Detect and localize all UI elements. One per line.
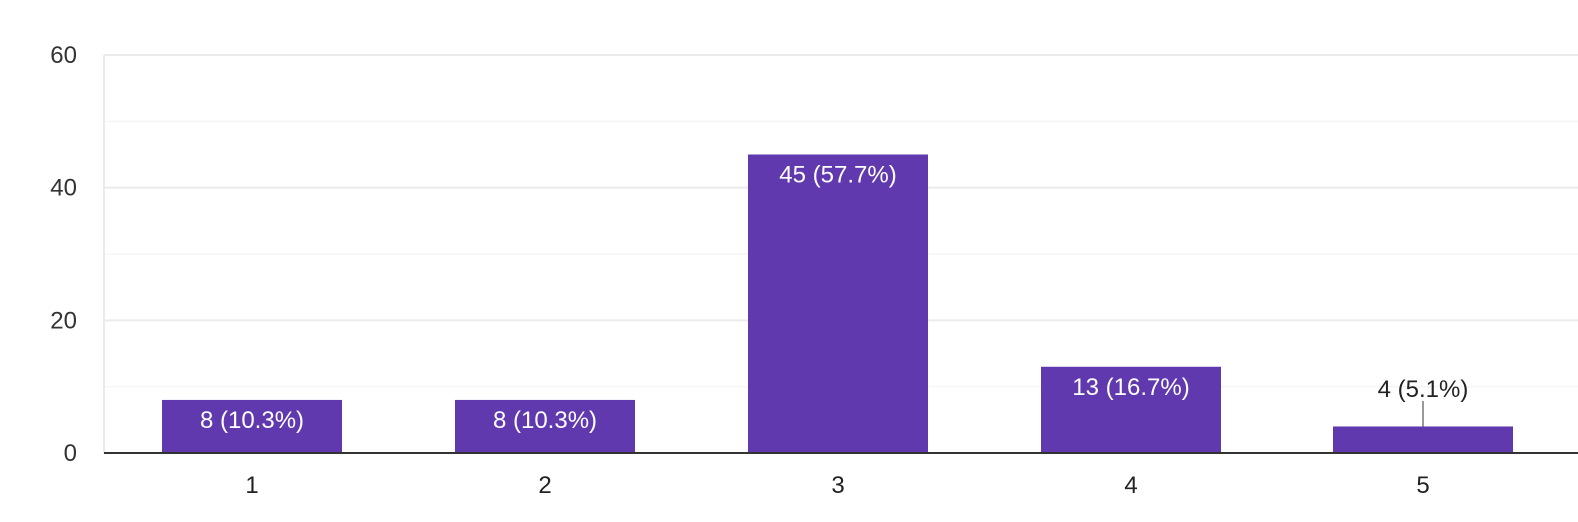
bar-3 [748, 154, 928, 453]
data-label: 4 (5.1%) [1378, 376, 1469, 403]
data-label: 45 (57.7%) [779, 162, 896, 189]
data-label: 8 (10.3%) [200, 407, 304, 434]
y-axis-ticks: 0 20 40 60 [50, 42, 77, 467]
x-tick-label: 5 [1416, 472, 1429, 499]
x-tick-label: 2 [538, 472, 551, 499]
bar-1 [162, 399, 342, 453]
x-tick-label: 3 [831, 472, 844, 499]
bar-4 [1041, 366, 1221, 453]
y-tick-label: 60 [50, 42, 77, 69]
y-tick-label: 0 [64, 440, 77, 467]
x-tick-label: 1 [245, 472, 258, 499]
bars [162, 154, 1513, 453]
x-axis-ticks: 1 2 3 4 5 [245, 472, 1429, 499]
bar-2 [455, 399, 635, 453]
data-labels: 8 (10.3%) 8 (10.3%) 45 (57.7%) 13 (16.7%) 4 … [200, 162, 1468, 434]
data-label: 8 (10.3%) [493, 407, 597, 434]
y-tick-label: 20 [50, 307, 77, 334]
y-tick-label: 40 [50, 175, 77, 202]
bar-5 [1333, 426, 1513, 453]
data-label: 13 (16.7%) [1072, 374, 1189, 401]
x-tick-label: 4 [1124, 472, 1137, 499]
